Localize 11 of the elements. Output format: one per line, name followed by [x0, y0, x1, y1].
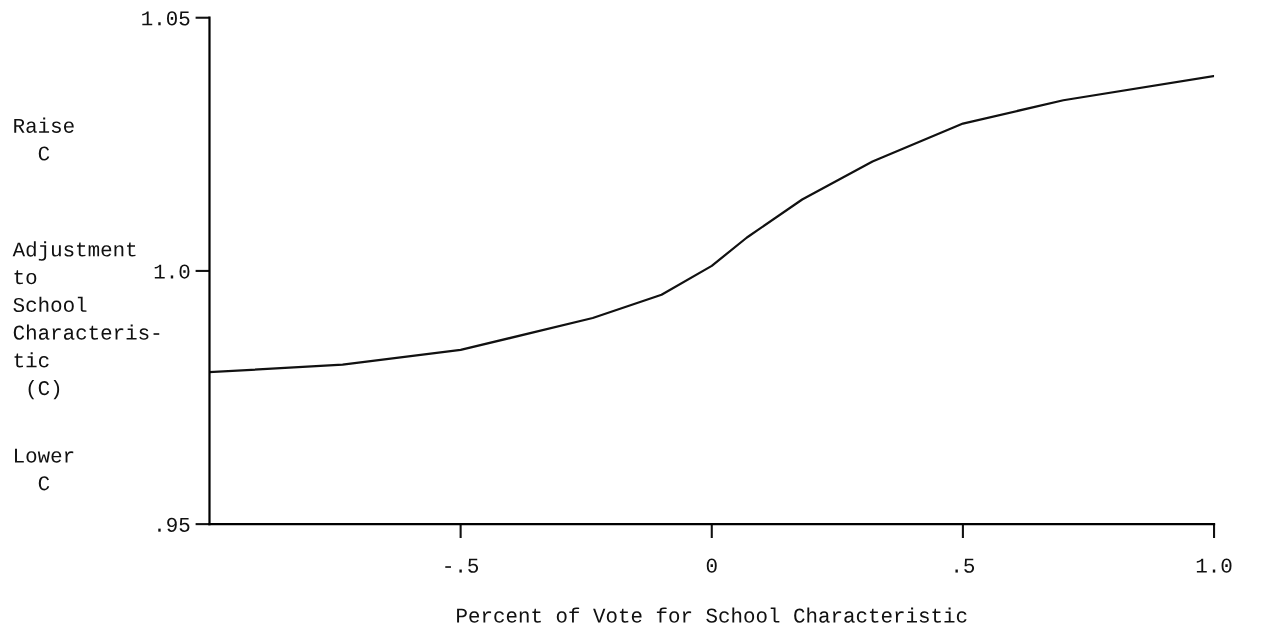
x-tick-label: 0 — [706, 558, 717, 573]
x-tick-label: .5 — [955, 558, 975, 573]
text: Raise C — [14, 117, 74, 161]
y-tick-label: 1.05 — [142, 11, 190, 26]
text: Lower C — [15, 448, 74, 491]
y-tick-label: .95 — [158, 517, 190, 532]
x-tick-label: 1.0 — [1196, 558, 1232, 573]
y-tick-label: 1.0 — [154, 264, 190, 279]
x-axis-title: Percent of Vote for School Characteristic — [457, 607, 967, 623]
x-tick-label: -.5 — [445, 558, 479, 573]
line-series — [209, 74, 1215, 374]
